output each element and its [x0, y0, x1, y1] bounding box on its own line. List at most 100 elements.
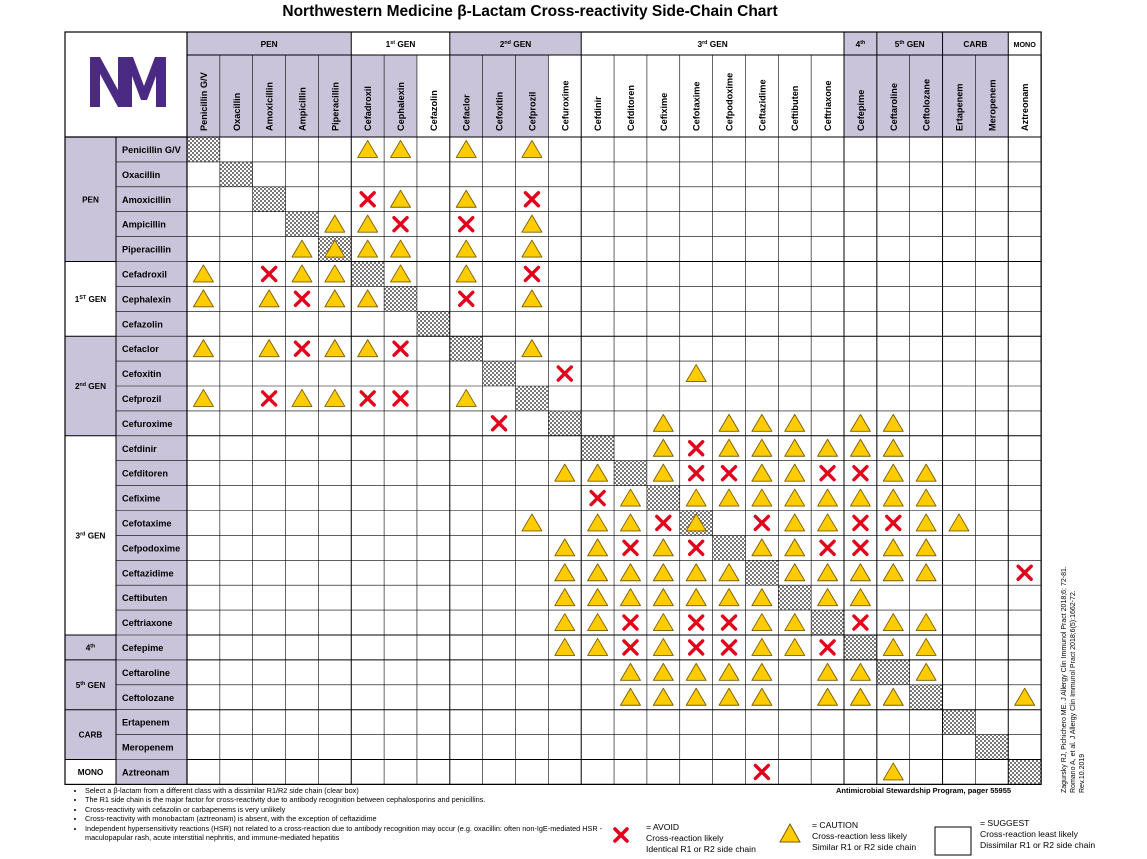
caution-triangle-icon — [718, 588, 740, 607]
self-cell — [614, 460, 647, 486]
avoid-x-icon — [720, 464, 738, 482]
column-drug-label: Piperacillin — [330, 82, 340, 131]
column-drug-label: Cefadroxil — [363, 86, 373, 131]
caution-triangle-icon — [849, 563, 871, 582]
caution-triangle-icon — [291, 239, 313, 258]
header-group-fill — [187, 32, 352, 55]
caution-triangle-icon — [784, 638, 806, 656]
legend-avoid-line2: Identical R1 or R2 side chain — [646, 844, 756, 854]
column-drug-label: Cefpodoxime — [725, 73, 735, 131]
caution-triangle-icon — [882, 687, 904, 706]
caution-triangle-icon — [455, 139, 477, 158]
row-drug-label: Amoxicillin — [122, 195, 171, 205]
avoid-x-icon — [293, 290, 311, 308]
avoid-x-icon — [753, 763, 771, 781]
caution-triangle-icon — [882, 762, 904, 781]
caution-triangle-icon — [784, 563, 806, 582]
caution-triangle-icon — [718, 563, 740, 582]
logo-n-shape — [90, 57, 128, 107]
caution-triangle-icon — [849, 438, 871, 457]
caution-triangle-icon — [554, 638, 576, 656]
footnote-item: Select a β-lactam from a different class… — [85, 786, 605, 795]
avoid-x-icon — [819, 464, 836, 482]
legend-caution-title: = CAUTION — [812, 820, 859, 830]
avoid-x-stroke — [260, 390, 278, 407]
caution-triangle-icon — [258, 289, 280, 308]
column-drug-label: Cefdinir — [593, 96, 603, 131]
column-group-label: PEN — [261, 39, 278, 49]
avoid-x-icon — [852, 539, 869, 557]
column-group-label: 2nd GEN — [500, 39, 532, 49]
column-drug-label: Cephalexin — [396, 82, 406, 131]
footnote-item: Cross-reactivity with monobactam (aztreo… — [85, 814, 605, 823]
caution-triangle-icon — [620, 662, 641, 681]
caution-triangle-icon — [455, 239, 477, 258]
caution-triangle-icon — [192, 289, 214, 308]
caution-triangle-icon — [455, 189, 477, 208]
caution-triangle-icon — [784, 513, 806, 532]
caution-triangle-icon — [751, 538, 773, 557]
avoid-x-stroke — [655, 514, 672, 532]
caution-triangle-icon — [357, 214, 379, 233]
self-cell — [646, 485, 680, 511]
self-cell — [581, 435, 615, 461]
caution-triangle-icon — [357, 339, 379, 358]
avoid-x-icon — [589, 489, 606, 507]
nm-logo — [90, 57, 166, 107]
caution-triangle-icon — [554, 563, 576, 582]
column-drug-label: Ceftaroline — [889, 83, 899, 131]
column-drug-label: Ceftibuten — [790, 85, 800, 131]
self-cell — [416, 311, 450, 337]
column-group-label: 4th — [856, 39, 866, 49]
avoid-x-stroke — [885, 514, 902, 532]
caution-triangle-icon — [685, 662, 707, 681]
avoid-x-icon — [852, 514, 869, 532]
caution-triangle-icon — [882, 563, 904, 582]
row-drug-label: Cefotaxime — [122, 518, 172, 528]
avoid-x-icon — [392, 215, 409, 233]
self-cell — [482, 361, 516, 386]
header-group-fill — [942, 32, 1009, 55]
caution-triangle-icon — [817, 563, 839, 582]
column-drug-label: Cefixime — [659, 93, 669, 131]
column-group-label: MONO — [1013, 40, 1036, 49]
row-group-fill — [65, 635, 187, 660]
caution-triangle-icon — [882, 463, 904, 482]
self-cell — [778, 585, 812, 611]
suggest-clear-box-icon — [934, 826, 972, 856]
row-group-label: MONO — [78, 768, 104, 777]
caution-triangle-icon — [521, 214, 543, 233]
column-drug-label: Ceftazidime — [757, 79, 767, 131]
column-group-label: 5th GEN — [895, 39, 925, 49]
caution-triangle-icon — [587, 463, 609, 482]
caution-triangle-icon — [784, 413, 806, 432]
caution-triangle-icon — [784, 438, 806, 457]
avoid-x-stroke — [392, 340, 409, 357]
row-drug-label: Ceftibuten — [122, 593, 168, 603]
avoid-x-stroke — [852, 614, 869, 631]
self-cell — [1008, 759, 1042, 785]
avoid-x-icon — [720, 614, 738, 631]
avoid-x-icon — [622, 639, 639, 656]
header-group-fill — [876, 32, 943, 55]
caution-triangle-icon — [192, 339, 214, 358]
avoid-x-stroke — [523, 265, 541, 283]
row-drug-label: Piperacillin — [122, 245, 171, 255]
avoid-x-icon — [293, 340, 311, 357]
logo-m-shape — [122, 57, 166, 107]
avoid-x-stroke — [458, 290, 475, 308]
row-drug-label: Cefpodoxime — [122, 543, 180, 553]
caution-triangle-icon — [784, 538, 806, 557]
header-group-fill — [844, 32, 877, 55]
avoid-x-stroke — [687, 614, 705, 631]
avoid-x-icon — [852, 464, 869, 482]
caution-triangle-icon — [948, 513, 970, 532]
column-drug-label: Penicillin G/V — [199, 71, 209, 131]
column-drug-label: Cefoxitin — [495, 91, 505, 131]
caution-triangle-icon — [455, 264, 477, 283]
caution-triangle-icon — [291, 389, 313, 407]
caution-triangle-icon — [324, 339, 346, 358]
reference-line: Romano A, et al. J Allergy Clin Immunol … — [1070, 590, 1077, 793]
legend-caution-line1: Cross-reaction less likely — [812, 831, 908, 841]
avoid-x-stroke — [687, 539, 705, 557]
